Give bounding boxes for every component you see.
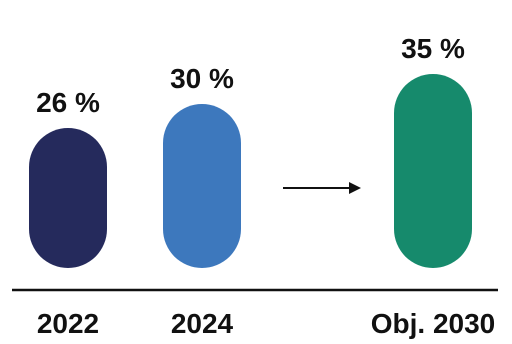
bar-3 — [394, 74, 472, 268]
category-label-2: 2024 — [171, 308, 234, 339]
value-labels-group: 26 % 30 % 35 % — [36, 33, 465, 118]
value-label-2: 30 % — [170, 63, 234, 94]
value-label-1: 26 % — [36, 87, 100, 118]
bar-2 — [163, 104, 241, 268]
trend-arrow — [283, 182, 361, 194]
bar-1 — [29, 128, 107, 268]
category-labels-group: 2022 2024 Obj. 2030 — [37, 308, 495, 339]
category-label-1: 2022 — [37, 308, 99, 339]
trend-arrow-head — [349, 182, 361, 194]
bars-group — [29, 74, 472, 268]
category-label-3: Obj. 2030 — [371, 308, 496, 339]
value-label-3: 35 % — [401, 33, 465, 64]
